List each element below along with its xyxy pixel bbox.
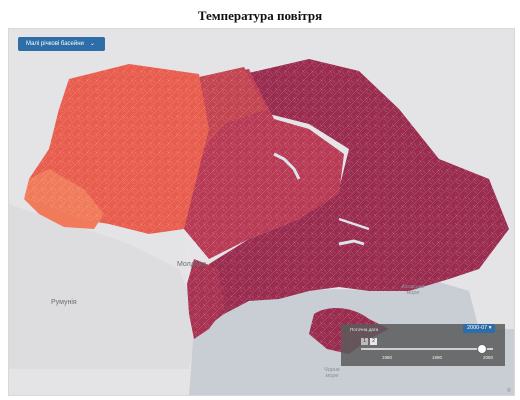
timeline-tick-1990: 1990 bbox=[431, 355, 443, 360]
basin-selector-label: Малі річкові басейни bbox=[26, 41, 84, 47]
dnipro-reservoir-middle bbox=[338, 217, 370, 231]
chevron-down-icon: ⌄ bbox=[89, 41, 95, 47]
basin-selector[interactable]: Малі річкові басейни ⌄ bbox=[18, 37, 105, 51]
basin-texture bbox=[24, 59, 509, 339]
current-date-badge[interactable]: 2000-07 ▾ bbox=[463, 324, 496, 333]
timeline-title: Поточна дата bbox=[350, 327, 379, 332]
label-black-sea: Чорне море bbox=[324, 367, 340, 379]
ukraine-map[interactable] bbox=[9, 29, 514, 395]
map-attribution: ◎ bbox=[506, 387, 511, 393]
timeline-tick-2080: 2080 bbox=[482, 355, 494, 360]
timeline-tick-1980: 1980 bbox=[381, 355, 393, 360]
page-title: Температура повітря bbox=[197, 8, 323, 23]
kakhovka-reservoir bbox=[338, 239, 365, 246]
map-view[interactable]: Малі річкові басейни ⌄ Молдова Румунія А… bbox=[8, 28, 515, 396]
romania-area bbox=[9, 204, 199, 369]
current-date-value: 2000-07 bbox=[467, 325, 488, 331]
label-azov-sea: Азовське море bbox=[401, 284, 425, 296]
label-moldova: Молдова bbox=[177, 261, 207, 268]
timeline-step-1-button[interactable]: 1 bbox=[361, 338, 368, 345]
label-romania: Румунія bbox=[51, 299, 77, 306]
timeline-step-2-button[interactable]: 2 bbox=[370, 338, 377, 345]
timeline-track[interactable] bbox=[361, 348, 493, 350]
timeline-slider-handle[interactable] bbox=[477, 344, 488, 354]
dnipro-reservoir-north bbox=[273, 152, 301, 180]
